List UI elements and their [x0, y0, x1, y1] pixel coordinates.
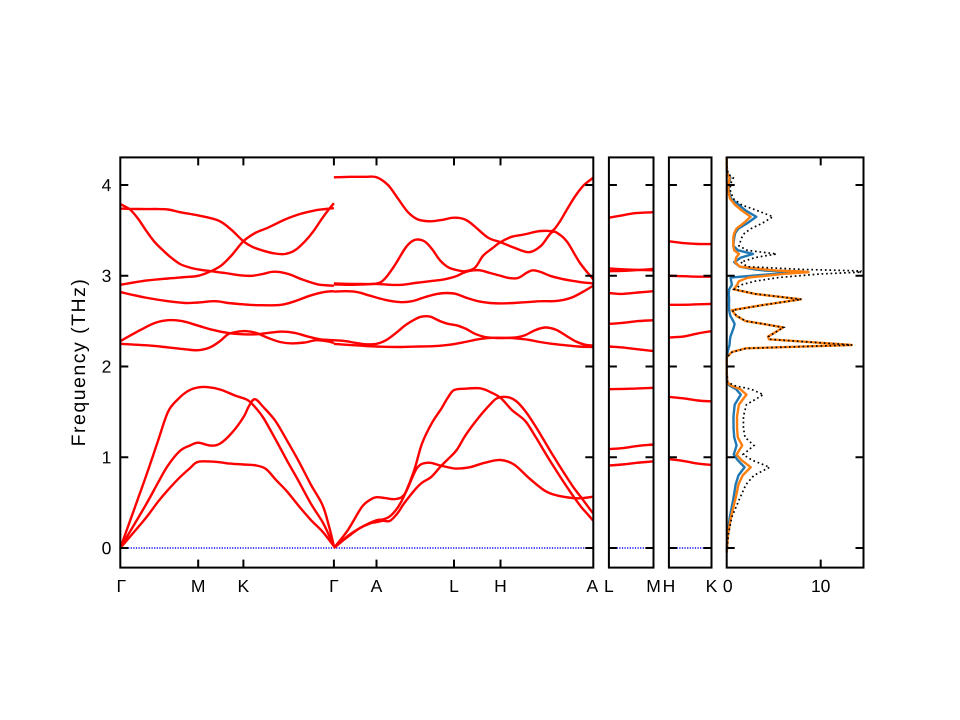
svg-text:A: A [371, 576, 383, 596]
svg-text:H: H [494, 576, 507, 596]
svg-text:Frequency (THz): Frequency (THz) [68, 278, 90, 447]
svg-text:10: 10 [811, 576, 831, 596]
svg-text:M: M [191, 576, 206, 596]
svg-text:1: 1 [102, 447, 112, 467]
svg-text:4: 4 [102, 175, 112, 195]
svg-text:L: L [449, 576, 459, 596]
svg-text:0: 0 [723, 576, 733, 596]
svg-text:Γ: Γ [116, 576, 126, 596]
svg-text:M: M [646, 576, 661, 596]
svg-text:K: K [238, 576, 250, 596]
svg-text:3: 3 [102, 266, 112, 286]
svg-text:A: A [586, 576, 598, 596]
svg-text:K: K [706, 576, 718, 596]
svg-text:2: 2 [102, 357, 112, 377]
svg-text:H: H [663, 576, 676, 596]
svg-text:L: L [604, 576, 614, 596]
svg-text:0: 0 [102, 538, 112, 558]
svg-text:Γ: Γ [329, 576, 339, 596]
